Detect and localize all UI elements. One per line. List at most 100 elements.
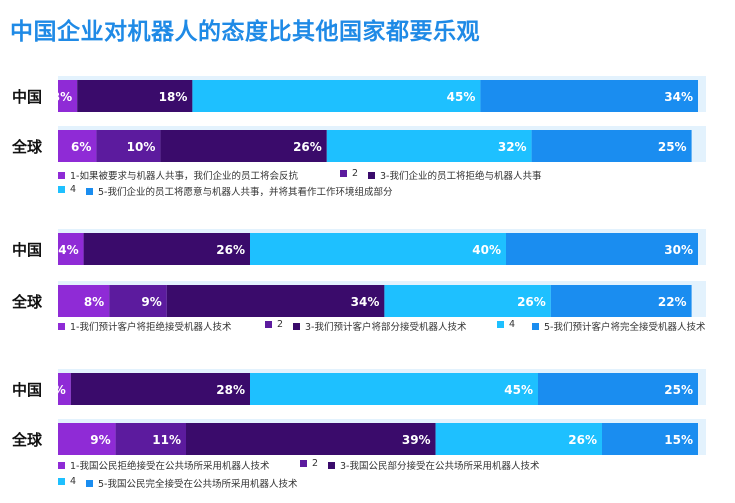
legend-label: 2 (277, 319, 284, 330)
bar-segment (58, 423, 116, 455)
data-label: 9% (141, 295, 161, 309)
data-label: 4% (58, 243, 78, 257)
legend-label: 4 (509, 319, 516, 330)
legend-swatch (497, 321, 504, 328)
data-label: 3% (52, 90, 72, 104)
legend-label: 4 (70, 184, 77, 195)
category-label: 全球 (11, 293, 43, 311)
legend-item: 1-我们预计客户将拒绝接受机器人技术 (58, 319, 231, 333)
bar-segment (186, 423, 436, 455)
data-label: 34% (351, 295, 380, 309)
legend-item: 2 (300, 458, 318, 469)
data-label: 26% (517, 295, 546, 309)
data-label: 2% (45, 383, 65, 397)
legend-label: 2 (312, 458, 319, 469)
data-label: 9% (90, 433, 110, 447)
data-label: 22% (658, 295, 687, 309)
bar-segment (506, 233, 698, 265)
legend-item: 2 (265, 319, 283, 330)
bar-segment (538, 373, 698, 405)
data-label: 45% (447, 90, 476, 104)
data-label: 30% (664, 243, 693, 257)
legend-label: 4 (70, 476, 77, 487)
data-label: 26% (568, 433, 597, 447)
data-label: 39% (402, 433, 431, 447)
legend-label: 5-我们预计客户将完全接受机器人技术 (544, 322, 706, 333)
legend-label: 3-我国公民部分接受在公共场所采用机器人技术 (340, 461, 540, 472)
legend-item: 3-我国公民部分接受在公共场所采用机器人技术 (328, 458, 539, 472)
bar-segment (550, 285, 692, 317)
bar-segment (531, 130, 692, 162)
bar-segment (58, 285, 110, 317)
legend-swatch (265, 321, 272, 328)
legend-item: 4 (58, 476, 76, 487)
category-label: 中国 (12, 88, 42, 106)
legend-swatch (58, 171, 65, 179)
data-label: 45% (504, 383, 533, 397)
bar-segment (96, 130, 161, 162)
legend-label: 5-我国公民完全接受在公共场所采用机器人技术 (98, 479, 298, 490)
legend-item: 2 (340, 168, 358, 179)
data-label: 25% (664, 383, 693, 397)
legend-item: 1-如果被要求与机器人共事，我们企业的员工将会反抗 (58, 168, 298, 182)
bar-segment (58, 373, 71, 405)
legend-item: 3-我们预计客户将部分接受机器人技术 (293, 319, 466, 333)
bar-segment (83, 233, 250, 265)
legend-item: 3-我们企业的员工将拒绝与机器人共事 (368, 168, 541, 182)
legend-swatch (328, 461, 335, 469)
bar-segment (250, 233, 506, 265)
legend-item: 4 (58, 184, 76, 195)
legend-label: 1-我国公民拒绝接受在公共场所采用机器人技术 (70, 461, 270, 472)
bar-segment (70, 373, 250, 405)
legend-label: 1-我们预计客户将拒绝接受机器人技术 (70, 322, 232, 333)
legend-item: 5-我们预计客户将完全接受机器人技术 (532, 319, 705, 333)
data-label: 32% (498, 140, 527, 154)
category-label: 中国 (12, 241, 42, 259)
bar-segment (160, 130, 327, 162)
data-label: 6% (71, 140, 91, 154)
legend-item: 4 (497, 319, 515, 330)
category-label: 全球 (11, 138, 43, 156)
bar-segment (109, 285, 167, 317)
legend-swatch (300, 460, 307, 467)
category-label: 中国 (12, 381, 42, 399)
legend-swatch (58, 186, 65, 193)
legend-label: 2 (352, 168, 359, 179)
bar-segment (384, 285, 551, 317)
bar-segment (77, 80, 193, 112)
legend-swatch (86, 479, 93, 487)
data-label: 18% (159, 90, 188, 104)
legend-swatch (58, 461, 65, 469)
legend-item: 5-我们企业的员工将愿意与机器人共事，并将其看作工作环境组成部分 (86, 184, 392, 198)
bar-segment (480, 80, 698, 112)
bar-segment (58, 80, 78, 112)
legend-swatch (532, 322, 539, 330)
legend-label: 3-我们企业的员工将拒绝与机器人共事 (380, 171, 542, 182)
data-label: 10% (127, 140, 156, 154)
bar-segment (166, 285, 385, 317)
data-label: 28% (216, 383, 245, 397)
bar-segment (58, 130, 97, 162)
legend-label: 3-我们预计客户将部分接受机器人技术 (305, 322, 467, 333)
data-label: 26% (216, 243, 245, 257)
bar-segment (326, 130, 532, 162)
legend-swatch (293, 322, 300, 330)
bar-segment (58, 233, 84, 265)
data-label: 26% (293, 140, 322, 154)
bar-segment (115, 423, 186, 455)
legend-label: 5-我们企业的员工将愿意与机器人共事，并将其看作工作环境组成部分 (98, 187, 393, 198)
data-label: 34% (664, 90, 693, 104)
data-label: 40% (472, 243, 501, 257)
legend-swatch (58, 478, 65, 485)
bar-segment (250, 373, 538, 405)
legend-swatch (368, 171, 375, 179)
data-label: 11% (152, 433, 181, 447)
bar-segment (435, 423, 602, 455)
data-label: 15% (664, 433, 693, 447)
chart-title: 中国企业对机器人的态度比其他国家都要乐观 (10, 19, 480, 45)
data-label: 25% (658, 140, 687, 154)
category-label: 全球 (11, 431, 43, 449)
bar-segment (192, 80, 481, 112)
bar-segment (602, 423, 698, 455)
